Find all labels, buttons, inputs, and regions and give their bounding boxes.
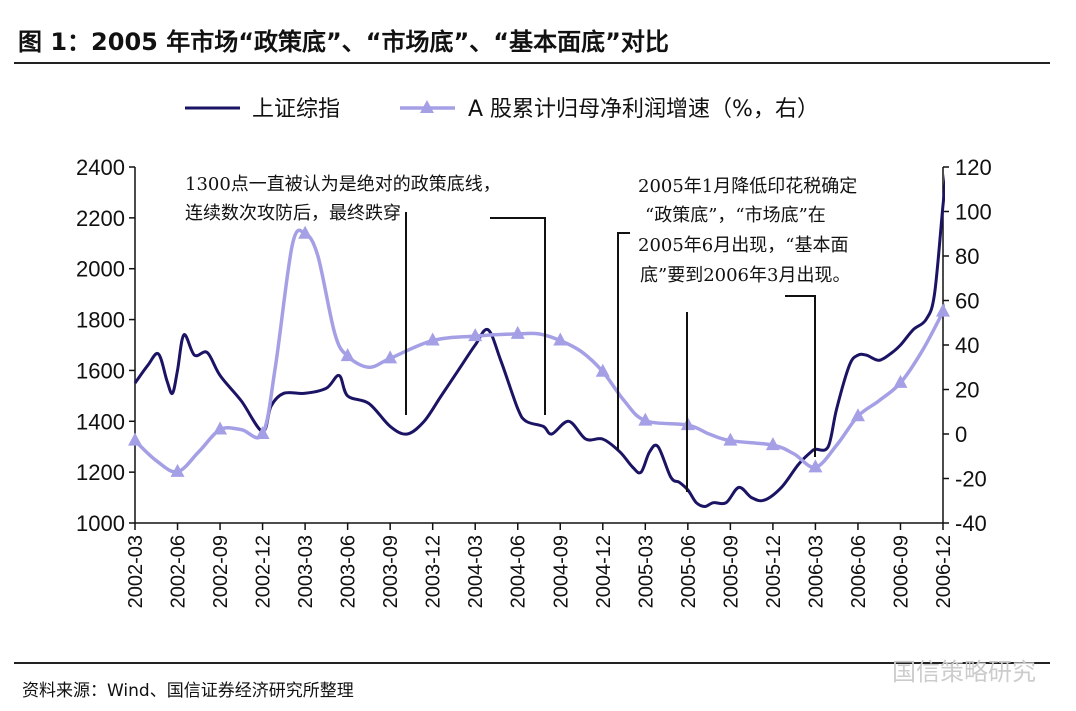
annotation-text-2: 2005年6月出现，“基本面 <box>638 235 848 256</box>
profit-growth-marker <box>340 348 355 362</box>
source-divider <box>14 662 1050 664</box>
profit-growth-marker <box>468 328 483 342</box>
profit-growth-marker <box>383 350 398 364</box>
annotation-text-1: 1300点一直被认为是绝对的政策底线， <box>185 174 501 195</box>
legend-label-profit: A 股累计归母净利润增速（%，右） <box>468 97 819 122</box>
profit-growth-marker <box>638 412 653 426</box>
x-tick-label: 2006-06 <box>848 535 870 608</box>
legend-label-index: 上证综指 <box>252 97 340 122</box>
annotation-text-2: 底”要到2006年3月出现。 <box>640 265 850 286</box>
right-tick-label: 60 <box>955 289 979 314</box>
x-tick-label: 2003-09 <box>380 535 402 608</box>
right-tick-label: 40 <box>955 333 979 358</box>
right-tick-label: 100 <box>955 200 992 225</box>
left-tick-label: 1000 <box>76 511 125 536</box>
right-tick-label: 80 <box>955 244 979 269</box>
right-tick-label: -40 <box>955 511 987 536</box>
x-tick-label: 2002-06 <box>168 535 190 608</box>
profit-growth-marker <box>808 459 823 473</box>
source-note: 资料来源：Wind、国信证券经济研究所整理 <box>22 681 354 701</box>
annotation-text-2: “政策底”，“市场底”在 <box>645 205 826 226</box>
x-tick-label: 2002-03 <box>125 535 147 608</box>
x-tick-label: 2005-09 <box>720 535 742 608</box>
left-tick-label: 1400 <box>76 409 125 434</box>
x-tick-label: 2003-12 <box>423 535 445 608</box>
annotation-leader-1b <box>490 217 546 415</box>
x-tick-label: 2002-09 <box>210 535 232 608</box>
profit-growth-marker <box>425 332 440 346</box>
right-tick-label: 20 <box>955 378 979 403</box>
profit-growth-marker <box>893 374 908 388</box>
left-tick-label: 1200 <box>76 460 125 485</box>
profit-growth-marker <box>765 437 780 451</box>
left-tick-label: 1600 <box>76 358 125 383</box>
profit-growth-marker <box>553 332 568 346</box>
profit-growth-marker <box>255 426 270 439</box>
x-tick-label: 2005-06 <box>678 535 700 608</box>
profit-growth-marker <box>723 432 738 446</box>
profit-growth-marker <box>213 421 228 435</box>
x-tick-label: 2004-06 <box>508 535 530 608</box>
x-tick-label: 2006-03 <box>805 535 827 608</box>
annotation-text-1: 连续数次攻防后，最终跌穿 <box>185 203 401 224</box>
annotation-text-2: 2005年1月降低印花税确定 <box>638 176 857 197</box>
profit-growth-marker <box>850 408 865 422</box>
left-tick-label: 1800 <box>76 308 125 333</box>
profit-growth-marker <box>128 432 142 446</box>
annotation-leader-2a <box>617 232 630 450</box>
left-tick-label: 2000 <box>76 257 125 282</box>
x-tick-label: 2005-03 <box>635 535 657 608</box>
x-tick-label: 2003-03 <box>295 535 317 608</box>
x-tick-label: 2005-12 <box>763 535 785 608</box>
x-tick-label: 2003-06 <box>338 535 360 608</box>
profit-growth-marker <box>595 363 610 377</box>
legend-marker-profit <box>420 100 434 113</box>
right-tick-label: -20 <box>955 467 987 492</box>
x-tick-label: 2004-12 <box>593 535 615 608</box>
x-tick-label: 2002-12 <box>253 535 275 608</box>
profit-growth-marker <box>936 303 950 317</box>
annotation-leader-2c <box>785 295 816 457</box>
right-tick-label: 120 <box>955 155 992 180</box>
x-tick-label: 2006-12 <box>933 535 955 608</box>
profit-growth-marker <box>170 463 185 477</box>
chart-title: 图 1：2005 年市场“政策底”、“市场底”、“基本面底”对比 <box>18 28 669 56</box>
profit-growth-marker <box>298 225 313 239</box>
x-tick-label: 2006-09 <box>890 535 912 608</box>
watermark-logo: 国信策略研究 <box>892 658 1036 686</box>
x-tick-label: 2004-03 <box>465 535 487 608</box>
x-tick-label: 2004-09 <box>550 535 572 608</box>
title-divider <box>14 62 1050 64</box>
profit-growth-marker <box>510 325 525 339</box>
right-tick-label: 0 <box>955 422 967 447</box>
left-tick-label: 2200 <box>76 206 125 231</box>
left-tick-label: 2400 <box>76 155 125 180</box>
